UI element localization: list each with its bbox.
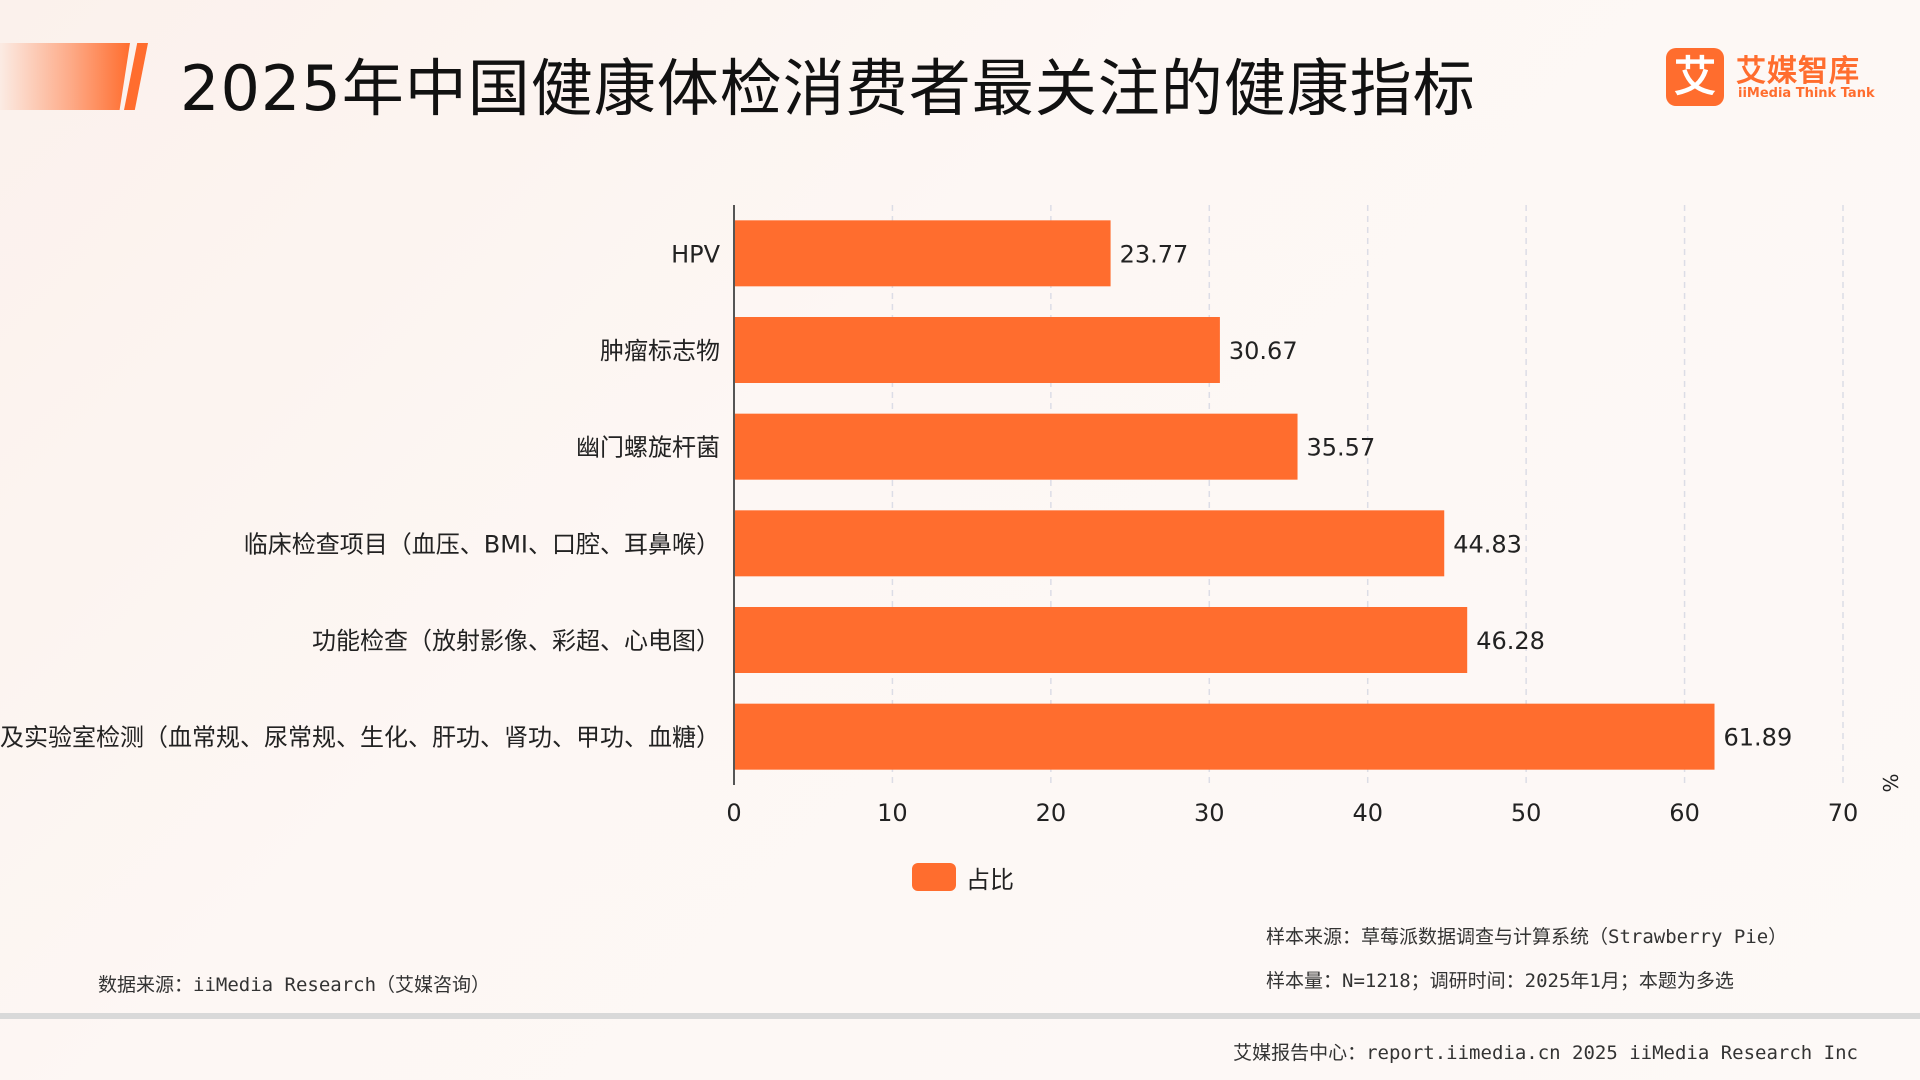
- x-tick-label: 70: [1828, 799, 1859, 827]
- data-label: 30.67: [1229, 337, 1298, 365]
- logo-mark-icon: 艾: [1666, 48, 1724, 106]
- logo-name-en: iiMedia Think Tank: [1738, 86, 1875, 101]
- data-label: 23.77: [1120, 240, 1189, 268]
- category-label: 生化及实验室检测（血常规、尿常规、生化、肝功、肾功、甲功、血糖）: [0, 724, 720, 752]
- x-tick-label: 20: [1036, 799, 1067, 827]
- category-label: 临床检查项目（血压、BMI、口腔、耳鼻喉）: [244, 530, 720, 558]
- legend-swatch: [912, 863, 956, 891]
- bar: [735, 317, 1220, 383]
- footer-text: 艾媒报告中心：report.iimedia.cn 2025 iiMedia Re…: [1233, 1042, 1858, 1064]
- x-axis-unit: %: [1878, 773, 1902, 792]
- bar: [735, 220, 1111, 287]
- legend-label: 占比: [966, 866, 1014, 894]
- bar: [735, 703, 1715, 770]
- data-label: 44.83: [1453, 530, 1522, 558]
- sample-size-note: 样本量：N=1218；调研时间：2025年1月；本题为多选: [1266, 970, 1734, 992]
- category-label: 肿瘤标志物: [600, 337, 720, 365]
- bar: [735, 510, 1445, 577]
- sample-source-note: 样本来源：草莓派数据调查与计算系统（Strawberry Pie）: [1266, 926, 1788, 948]
- category-label: HPV: [671, 240, 721, 268]
- x-tick-label: 40: [1352, 799, 1383, 827]
- bar: [735, 607, 1468, 673]
- data-label: 46.28: [1476, 627, 1545, 655]
- x-tick-label: 0: [726, 799, 741, 827]
- x-tick-label: 10: [877, 799, 908, 827]
- x-tick-label: 50: [1511, 799, 1542, 827]
- page-title: 2025年中国健康体检消费者最关注的健康指标: [180, 52, 1476, 125]
- data-label: 61.89: [1724, 724, 1793, 752]
- category-label: 幽门螺旋杆菌: [576, 434, 720, 462]
- data-source-note: 数据来源：iiMedia Research（艾媒咨询）: [98, 974, 491, 996]
- logo-name-cn: 艾媒智库: [1736, 54, 1860, 89]
- bar: [735, 413, 1298, 480]
- category-label: 功能检查（放射影像、彩超、心电图）: [312, 627, 720, 655]
- brand-logo: 艾 艾媒智库 iiMedia Think Tank: [1666, 46, 1875, 106]
- x-tick-label: 30: [1194, 799, 1225, 827]
- title-accent-bar: [0, 43, 130, 110]
- data-label: 35.57: [1307, 434, 1376, 462]
- x-tick-label: 60: [1669, 799, 1700, 827]
- footer-divider: [0, 1013, 1920, 1019]
